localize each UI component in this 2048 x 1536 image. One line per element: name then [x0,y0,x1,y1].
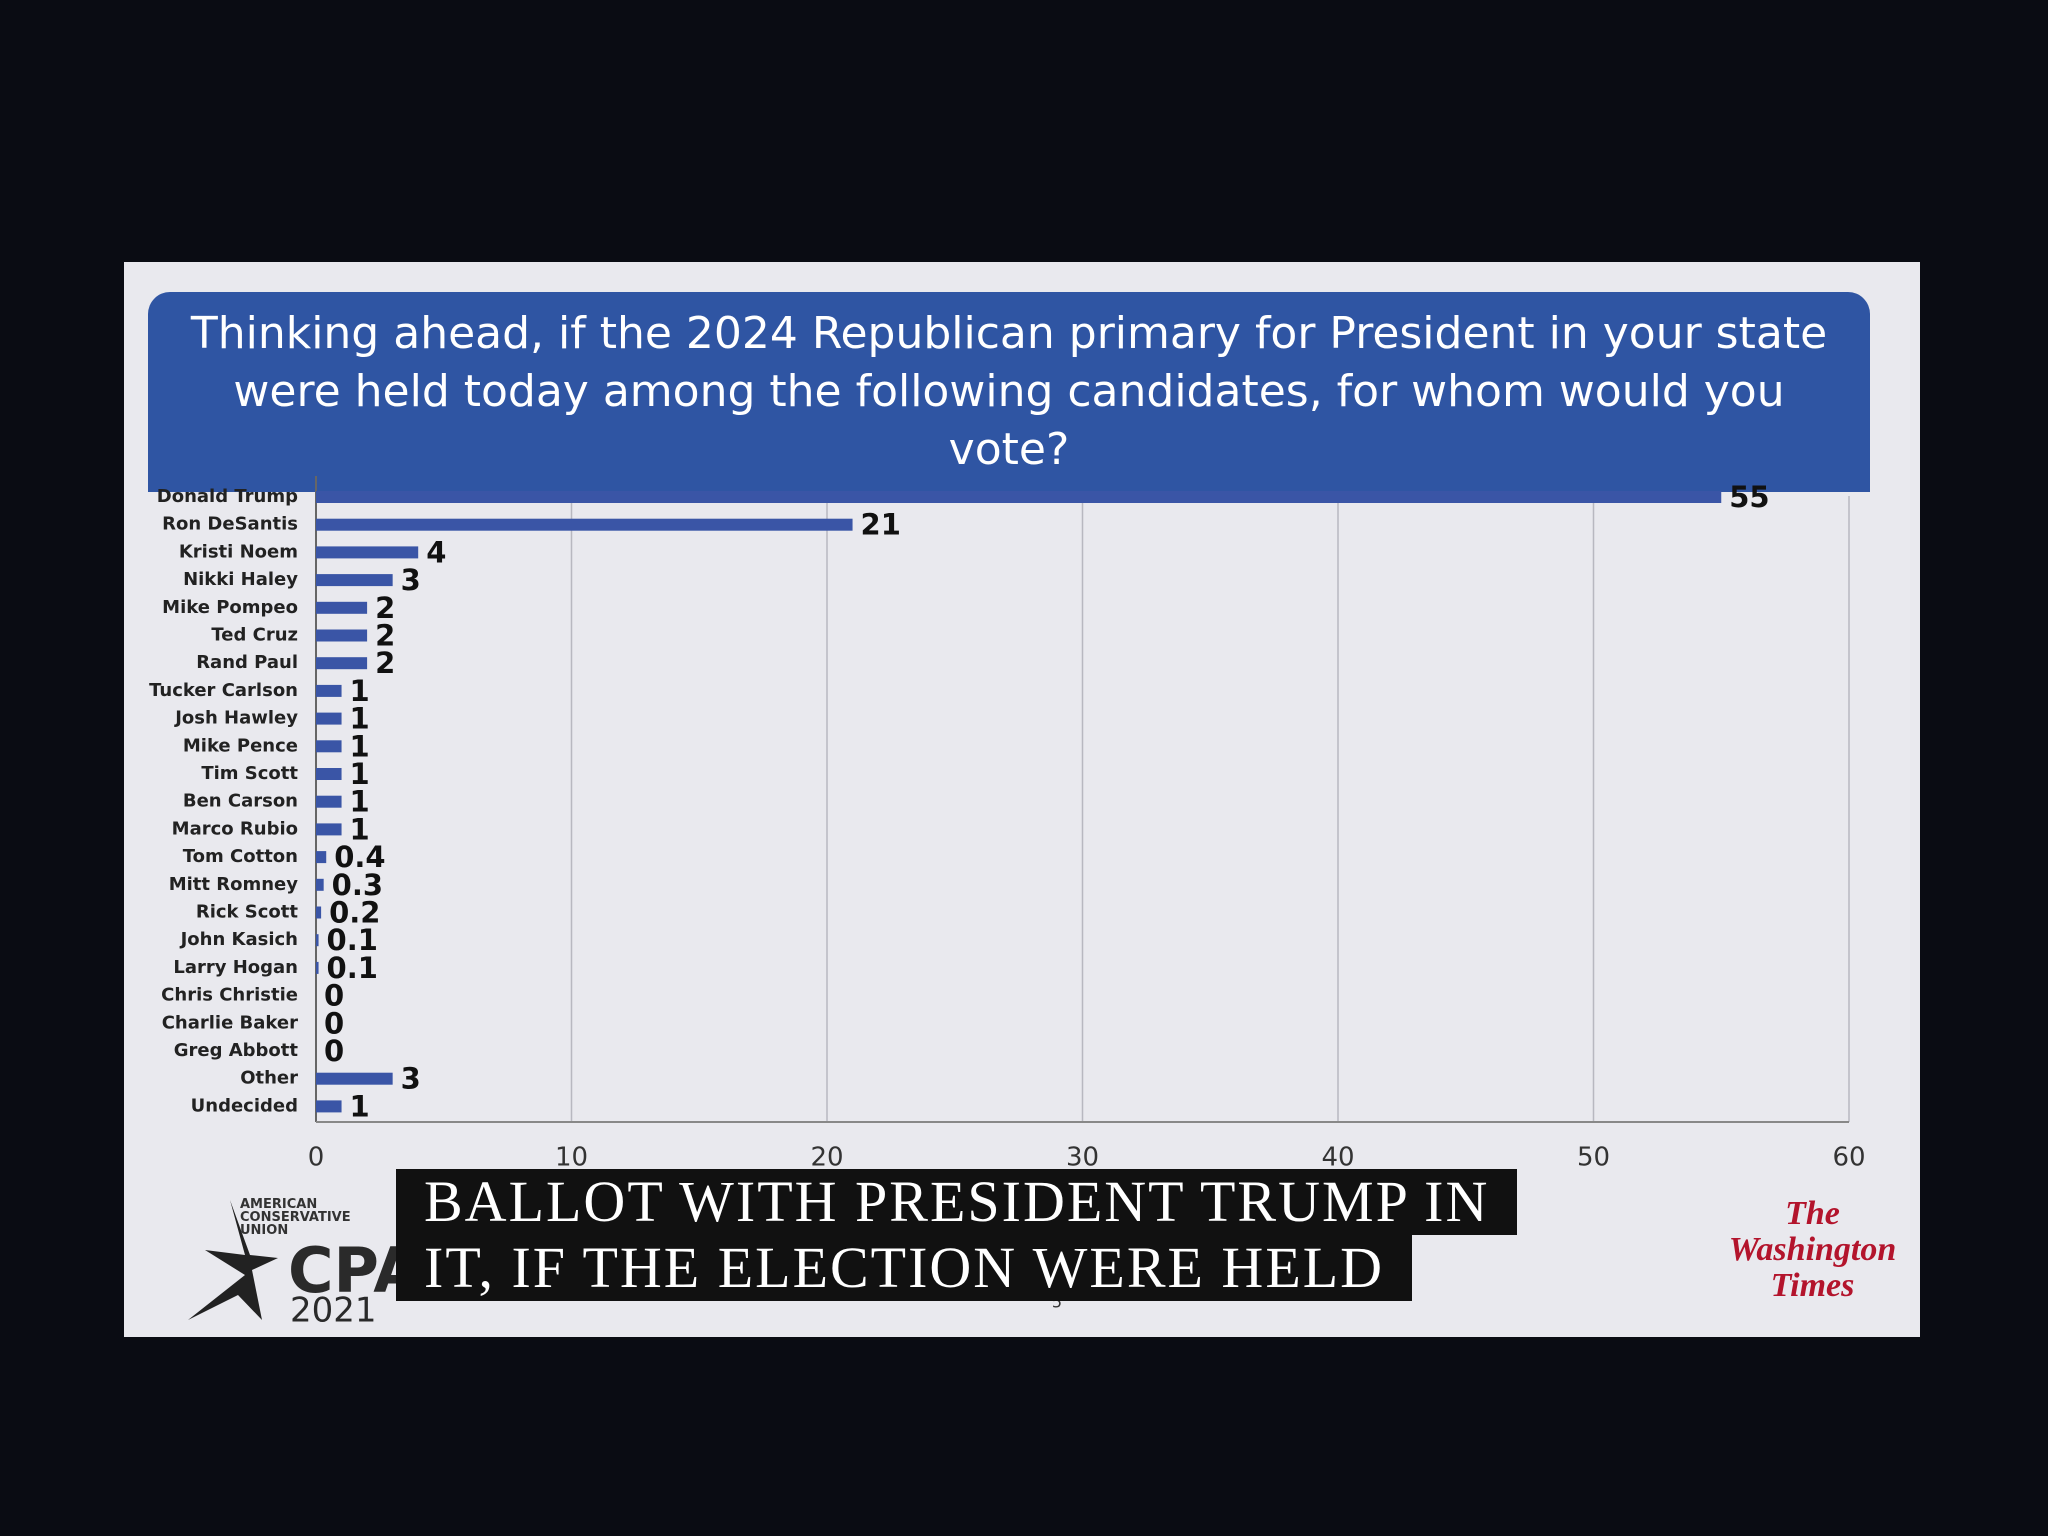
category-label: Mitt Romney [169,874,299,895]
value-label: 1 [350,757,370,791]
category-label: Josh Hawley [173,708,298,729]
bar [316,823,342,836]
category-label: Greg Abbott [174,1040,299,1061]
category-label: Tom Cotton [183,846,298,867]
bar [316,961,319,974]
bar [316,878,324,891]
value-label: 3 [401,1062,421,1096]
times-logo: Washington [1728,1231,1897,1268]
bar [316,491,1722,503]
value-label: 4 [426,535,446,569]
value-label: 0.1 [327,923,378,957]
x-tick-label: 60 [1832,1143,1865,1173]
bar [316,518,853,531]
value-label: 0.1 [327,951,378,985]
cpac-org: UNION [240,1223,289,1238]
x-tick-label: 10 [555,1143,588,1173]
value-label: 1 [350,674,370,708]
bar [316,795,342,808]
cpac-org: AMERICAN [240,1197,318,1212]
bar [316,906,322,919]
bar [316,657,368,670]
bar [316,684,342,697]
value-label: 1 [350,1089,370,1123]
category-label: Other [240,1068,298,1089]
value-label: 0.2 [329,896,380,930]
category-label: Larry Hogan [173,957,298,978]
value-label: 1 [350,729,370,763]
times-logo: The [1785,1195,1840,1232]
bar [316,546,419,559]
bar [316,740,342,753]
value-label: 3 [401,563,421,597]
bar [316,851,327,864]
category-label: Ron DeSantis [162,514,298,535]
bar [316,574,393,587]
category-label: Rand Paul [196,652,298,673]
x-tick-label: 30 [1066,1143,1099,1173]
bar [316,601,368,614]
caption-line: BALLOT WITH PRESIDENT TRUMP IN [396,1169,1518,1235]
category-label: Undecided [191,1095,298,1116]
value-label: 2 [375,591,395,625]
value-label: 0 [324,1034,344,1068]
category-label: Mike Pompeo [162,597,298,618]
value-label: 2 [375,619,395,653]
category-label: John Kasich [179,929,298,950]
x-tick-label: 40 [1321,1143,1354,1173]
x-tick-label: 20 [810,1143,843,1173]
value-label: 0.4 [334,840,385,874]
x-tick-label: 0 [308,1143,325,1173]
category-label: Chris Christie [161,985,298,1006]
value-label: 1 [350,785,370,819]
category-label: Ted Cruz [211,625,298,646]
category-label: Donald Trump [157,486,298,507]
cpac-star [188,1200,278,1320]
category-label: Tucker Carlson [149,680,298,701]
bar [316,1100,342,1113]
value-label: 0.3 [332,868,383,902]
x-tick-label: 50 [1577,1143,1610,1173]
value-label: 0 [324,979,344,1013]
category-label: Tim Scott [201,763,298,784]
category-label: Charlie Baker [162,1012,298,1033]
category-label: Mike Pence [183,735,298,756]
bar [316,934,319,947]
bar [316,1072,393,1085]
category-label: Ben Carson [183,791,298,812]
page-number: 5 [1052,1293,1062,1312]
bar [316,712,342,725]
value-label: 21 [861,508,901,542]
bar [316,629,368,642]
category-label: Kristi Noem [179,541,298,562]
category-label: Rick Scott [196,902,299,923]
category-label: Marco Rubio [172,818,298,839]
value-label: 55 [1729,480,1769,514]
value-label: 1 [350,702,370,736]
times-logo: Times [1770,1267,1855,1304]
value-label: 0 [324,1006,344,1040]
bar [316,768,342,780]
cpac-year: 2021 [290,1291,377,1331]
category-label: Nikki Haley [183,569,298,590]
value-label: 2 [375,646,395,680]
value-label: 1 [350,812,370,846]
caption-line: IT, IF THE ELECTION WERE HELD [396,1235,1413,1301]
cpac-org: CONSERVATIVE [240,1210,351,1225]
chart-title: Thinking ahead, if the 2024 Republican p… [148,292,1870,492]
